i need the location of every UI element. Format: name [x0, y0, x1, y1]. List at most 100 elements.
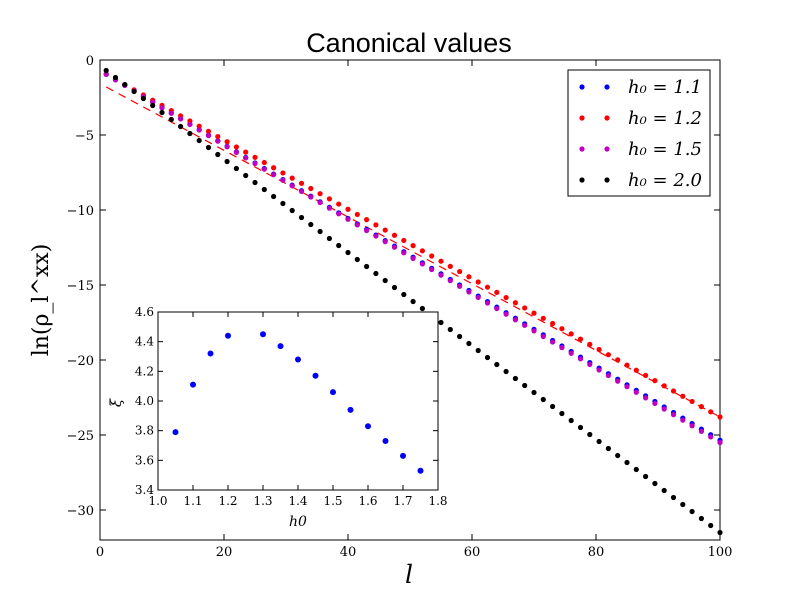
main-axis-ticks: 0 20 40 60 80 100 0 −5 −10 −15 −20 −25 −30: [67, 54, 733, 560]
data-point: [466, 289, 472, 295]
data-point: [633, 389, 639, 395]
data-point: [550, 339, 556, 345]
data-point: [252, 154, 258, 160]
data-point: [364, 227, 370, 234]
data-point: [373, 233, 379, 239]
data-point: [150, 102, 156, 109]
data-point: [233, 144, 239, 150]
data-point: [605, 445, 612, 452]
data-point: [633, 367, 639, 373]
data-point: [457, 268, 463, 275]
data-point: [345, 206, 351, 212]
data-point: [577, 336, 584, 342]
data-point: [540, 315, 546, 321]
data-point: [336, 242, 342, 249]
data-point: [391, 244, 398, 250]
data-point: [308, 194, 314, 200]
inset-data-point: [172, 429, 179, 436]
data-point: [168, 110, 174, 116]
inset-y-tick-label: 4.2: [135, 364, 154, 378]
inset-data-point: [295, 356, 301, 363]
data-point: [596, 367, 602, 373]
data-point: [382, 227, 388, 233]
data-point: [298, 188, 305, 195]
data-point: [317, 228, 323, 235]
data-point: [103, 67, 109, 74]
main-y-tick-label: −10: [67, 204, 94, 219]
inset-plot-frame: [157, 311, 439, 491]
data-point: [261, 186, 267, 193]
data-point: [271, 172, 277, 178]
legend-marker: [604, 84, 610, 90]
data-point: [550, 403, 556, 410]
data-point: [587, 361, 593, 367]
data-point: [410, 298, 416, 305]
data-point: [261, 159, 267, 166]
data-point: [652, 378, 658, 384]
data-point: [670, 412, 677, 418]
data-point: [559, 345, 565, 351]
data-point: [326, 196, 332, 202]
inset-axis-ticks: 1.0 1.1 1.2 1.3 1.4 1.5 1.6 1.7 1.8 3.4 3.6 3.8 4.0 4…: [135, 305, 448, 508]
data-point: [680, 417, 686, 423]
data-point: [457, 283, 463, 289]
main-x-tick-label: 80: [588, 545, 605, 560]
data-point: [708, 434, 714, 440]
data-point: [512, 300, 519, 306]
data-point: [187, 130, 193, 137]
data-point: [643, 473, 649, 480]
inset-x-tick-label: 1.6: [358, 494, 377, 508]
data-point: [466, 274, 472, 280]
data-point: [596, 438, 602, 445]
data-point: [447, 278, 453, 284]
inset-data-point: [365, 423, 371, 430]
data-point: [587, 431, 593, 438]
data-point: [624, 384, 630, 390]
data-point: [159, 105, 165, 111]
data-point: [280, 177, 286, 183]
data-point: [205, 144, 212, 151]
legend-marker: [604, 115, 610, 121]
data-point: [215, 138, 221, 144]
data-point: [550, 320, 556, 327]
data-point: [512, 375, 519, 382]
data-point: [419, 305, 425, 312]
legend-marker: [579, 146, 585, 152]
inset-data-point: [260, 331, 266, 338]
inset-y-tick-label: 4.0: [135, 394, 154, 408]
main-x-tick-label: 40: [340, 545, 357, 560]
main-plot-frame: [99, 59, 721, 541]
data-point: [345, 216, 351, 222]
data-point: [717, 439, 723, 446]
data-point: [261, 166, 267, 172]
data-point: [215, 151, 221, 158]
inset-x-tick-label: 1.3: [253, 494, 272, 508]
data-point: [308, 221, 314, 228]
data-point: [698, 515, 705, 522]
data-point: [717, 414, 723, 420]
data-point: [205, 133, 212, 139]
inset-x-axis-label: h0: [289, 514, 307, 530]
data-point: [336, 201, 342, 207]
legend: h₀ = 1.1 h₀ = 1.2 h₀ = 1.5 h₀ = 2.0: [567, 69, 711, 197]
inset-x-tick-label: 1.4: [288, 494, 307, 508]
data-point: [643, 372, 649, 379]
data-point: [438, 258, 444, 264]
data-point: [401, 291, 407, 298]
inset-y-axis-label: ξ: [107, 398, 125, 407]
inset-x-tick-label: 1.7: [393, 494, 412, 508]
data-point: [336, 211, 342, 217]
inset-data-point: [225, 332, 231, 339]
inset-plot: 1.0 1.1 1.2 1.3 1.4 1.5 1.6 1.7 1.8 3.4 3.6 3.8 4.0 4…: [107, 305, 448, 530]
data-point: [438, 272, 444, 278]
data-point: [252, 160, 258, 167]
data-point: [233, 165, 239, 172]
data-point: [224, 139, 230, 145]
legend-label: h₀ = 1.2: [628, 108, 702, 129]
data-point: [522, 305, 528, 311]
data-point: [522, 382, 528, 389]
data-point: [689, 508, 695, 515]
data-point: [605, 372, 612, 379]
main-y-tick-label: −5: [75, 129, 94, 144]
